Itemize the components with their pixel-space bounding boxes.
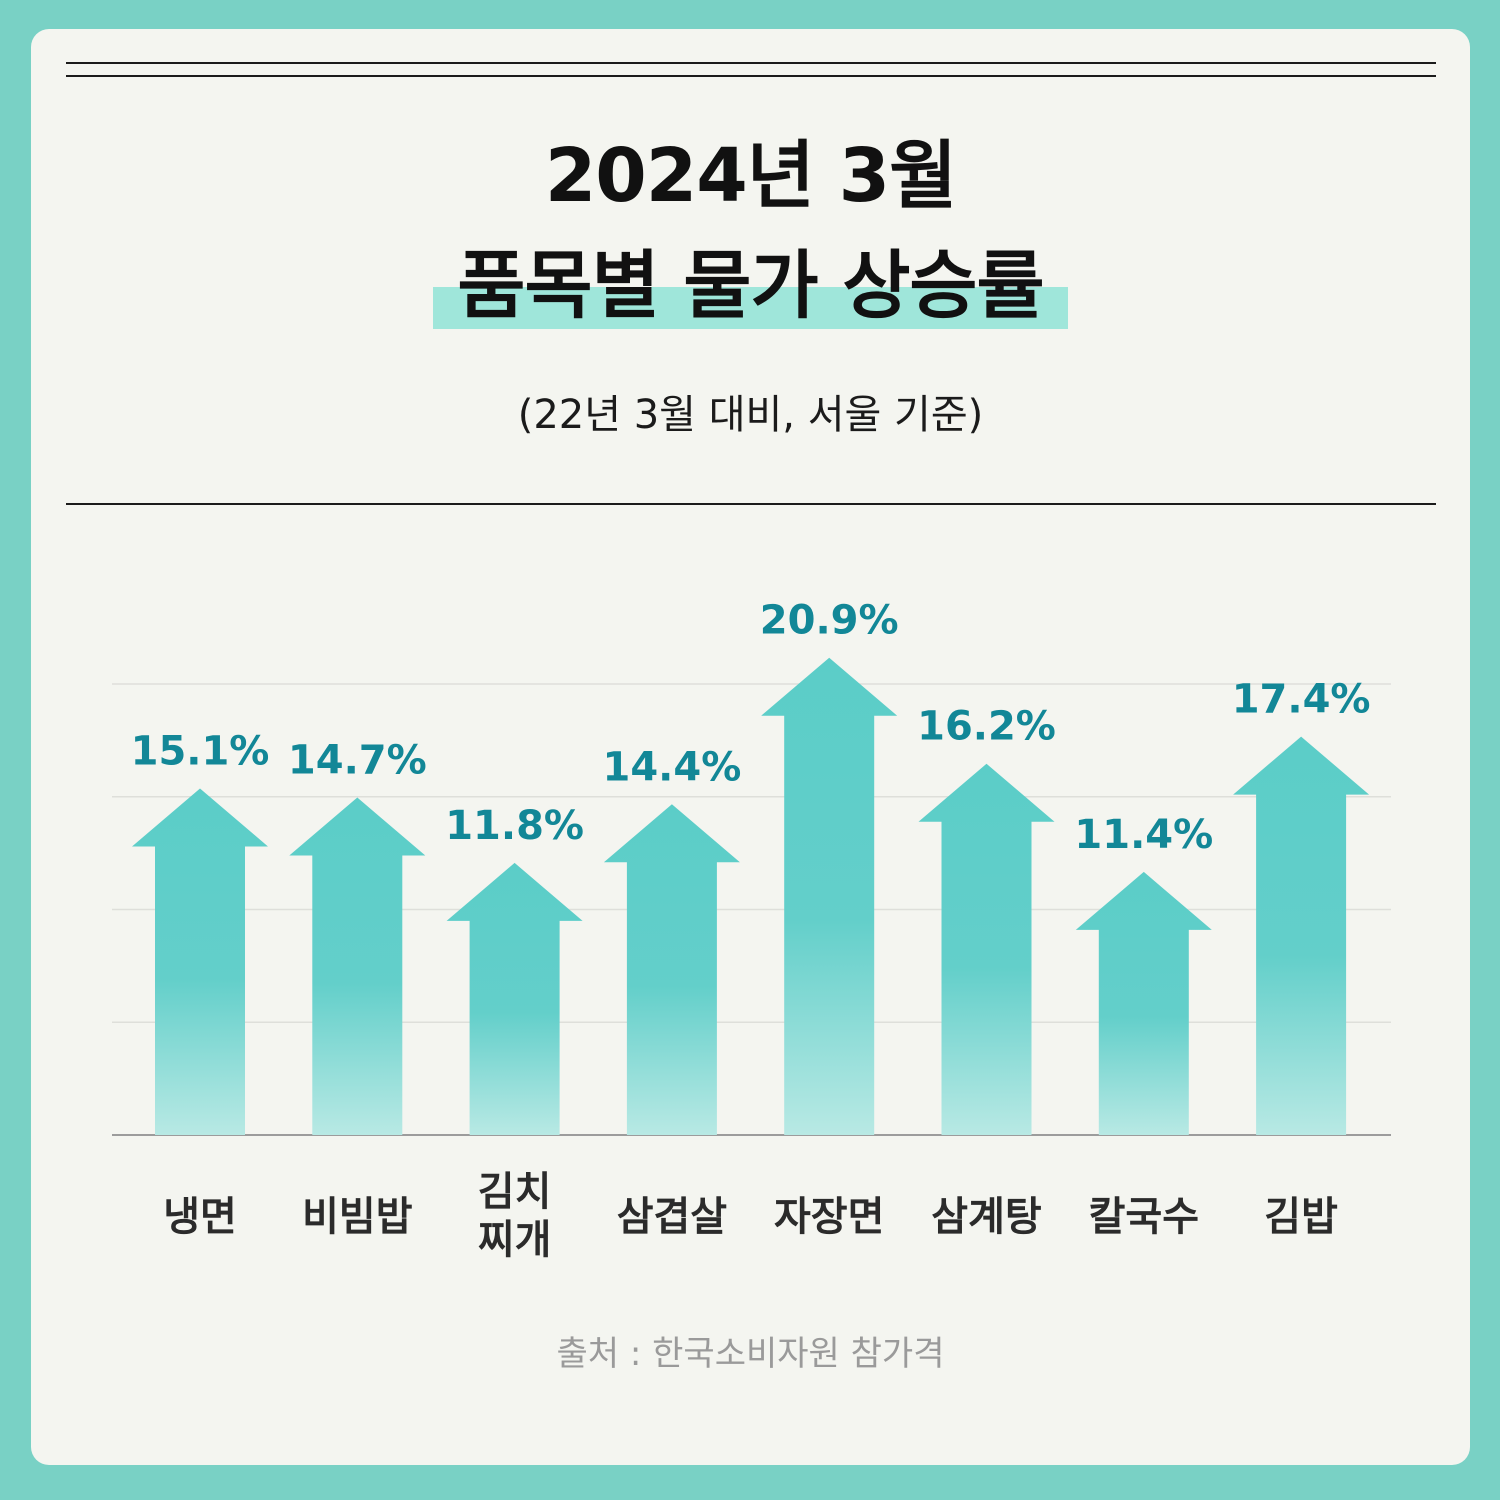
value-label-7: 11.4%	[1074, 812, 1213, 858]
category-label-line: 칼국수	[1088, 1194, 1199, 1240]
chart-value-labels: 15.1% 14.7% 11.8% 14.4% 20.9% 16.2% 11.4% 17.4%	[131, 598, 1371, 858]
title-line1: 2024년 3월	[544, 133, 957, 219]
category-label-line: 찌개	[477, 1217, 552, 1263]
bar-chart: 15.1% 14.7% 11.8% 14.4% 20.9% 16.2% 11.4% 17.4%	[112, 598, 1391, 1136]
title-line2-wrap: 품목별 물가 상승률	[31, 249, 1470, 329]
source-note: 출처 : 한국소비자원 참가격	[556, 1334, 945, 1374]
category-label-line: 자장면	[773, 1194, 885, 1240]
category-label-7: 칼국수	[1064, 1193, 1224, 1241]
category-label-5: 자장면	[749, 1193, 909, 1241]
bar-arrow-8	[1233, 736, 1370, 1135]
category-label-4: 삼겹살	[592, 1193, 752, 1241]
category-label-3: 김치 찌개	[435, 1168, 595, 1264]
bar-arrow-4	[603, 804, 740, 1135]
top-rule	[66, 62, 1436, 64]
value-label-8: 17.4%	[1232, 677, 1371, 723]
category-label-line: 김밥	[1264, 1194, 1338, 1240]
category-label-2: 비빔밥	[277, 1193, 437, 1241]
category-label-8: 김밥	[1221, 1193, 1381, 1241]
bar-arrow-7	[1075, 871, 1212, 1135]
category-label-line: 비빔밥	[302, 1194, 413, 1240]
value-label-5: 20.9%	[760, 598, 899, 644]
bar-arrow-3	[446, 862, 583, 1135]
card: 2024년 3월 품목별 물가 상승률 (22년 3월 대비, 서울 기준) 1…	[31, 29, 1470, 1465]
value-label-3: 11.8%	[445, 803, 584, 849]
category-label-line: 삼겹살	[616, 1194, 728, 1240]
value-label-2: 14.7%	[288, 738, 427, 784]
value-label-4: 14.4%	[603, 744, 742, 790]
title-line2-text: 품목별 물가 상승률	[457, 243, 1044, 329]
category-label-line: 삼계탕	[931, 1194, 1042, 1240]
top-rule-second	[66, 75, 1436, 77]
value-label-6: 16.2%	[917, 704, 1056, 750]
value-label-1: 15.1%	[131, 728, 270, 774]
category-label-line: 냉면	[163, 1194, 237, 1240]
bar-arrow-6	[918, 763, 1055, 1135]
category-label-1: 냉면	[120, 1193, 280, 1241]
subtitle: (22년 3월 대비, 서울 기준)	[517, 392, 984, 438]
category-label-line: 김치	[477, 1169, 552, 1215]
category-label-6: 삼계탕	[907, 1193, 1067, 1241]
divider-rule	[66, 503, 1436, 505]
bar-arrow-5	[761, 657, 898, 1135]
bar-arrow-1	[132, 788, 268, 1135]
chart-bars	[132, 657, 1370, 1135]
title-line2: 품목별 물가 상승률	[433, 249, 1068, 329]
bar-arrow-2	[289, 797, 426, 1135]
title-highlight	[433, 287, 1068, 329]
